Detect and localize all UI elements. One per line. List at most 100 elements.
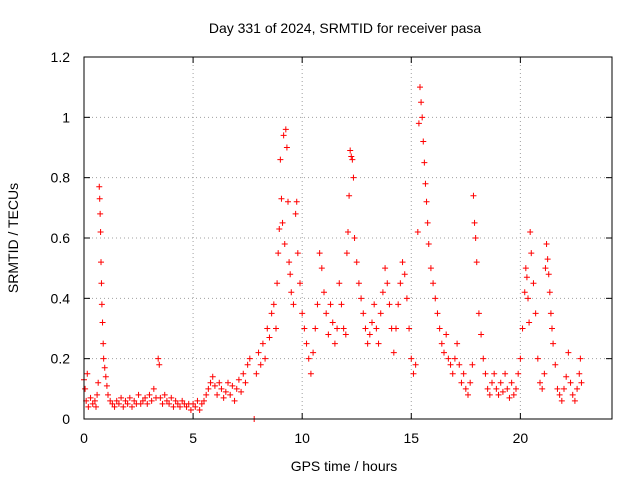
data-point (345, 228, 351, 235)
data-point (156, 361, 163, 368)
y-axis-label: SRMTID / TECUs (5, 183, 21, 293)
data-point (290, 301, 297, 308)
data-point (316, 250, 323, 257)
data-point (242, 379, 249, 386)
data-point (418, 99, 425, 106)
data-point (190, 400, 197, 407)
data-point (227, 391, 234, 398)
data-point (209, 373, 216, 380)
data-point (146, 391, 153, 398)
data-point (97, 210, 104, 217)
data-point (360, 310, 367, 317)
data-point (567, 379, 574, 386)
data-point (187, 406, 194, 413)
data-point (314, 301, 321, 308)
data-point (375, 340, 382, 347)
data-point (301, 325, 308, 332)
y-tick-label: 0.2 (51, 351, 71, 367)
data-point (220, 394, 227, 401)
data-point (469, 361, 476, 368)
data-point (170, 403, 177, 410)
data-point (537, 379, 543, 386)
data-point (438, 340, 445, 347)
data-point (550, 340, 557, 347)
data-point (105, 391, 111, 398)
data-point (382, 265, 389, 272)
data-point (430, 280, 437, 287)
data-point (358, 295, 365, 302)
data-point (547, 310, 554, 317)
data-point (554, 385, 561, 392)
data-point (473, 259, 480, 266)
data-point (364, 340, 371, 347)
data-point (403, 295, 410, 302)
data-point (424, 219, 431, 226)
data-point (107, 397, 114, 404)
data-point (578, 379, 585, 386)
data-point (543, 241, 550, 248)
data-points (81, 84, 585, 422)
data-point (270, 301, 277, 308)
data-point (441, 349, 447, 356)
data-point (515, 370, 522, 377)
data-point (98, 301, 105, 308)
data-point (491, 370, 498, 377)
data-point (401, 271, 408, 278)
data-point (277, 156, 284, 163)
data-point (454, 340, 461, 347)
data-point (423, 198, 430, 205)
data-point (192, 403, 199, 410)
data-point (472, 235, 479, 241)
data-point (135, 391, 142, 398)
data-point (131, 397, 138, 404)
data-point (264, 325, 271, 332)
data-point (410, 370, 417, 377)
data-point (122, 397, 129, 404)
data-point (274, 280, 281, 287)
chart-title: Day 331 of 2024, SRMTID for receiver pas… (209, 20, 482, 36)
data-point (323, 310, 330, 317)
data-point (534, 355, 541, 362)
data-point (417, 84, 423, 91)
data-point (432, 295, 439, 302)
data-point (443, 331, 450, 338)
data-point (384, 280, 391, 287)
data-point (576, 370, 583, 377)
data-point (508, 379, 515, 386)
data-point (196, 406, 203, 413)
data-point (456, 361, 463, 368)
data-point (231, 397, 238, 404)
data-point (201, 397, 207, 404)
data-point (346, 192, 353, 199)
data-point (462, 385, 469, 392)
data-point (342, 331, 349, 338)
data-point (527, 228, 534, 235)
data-point (421, 159, 428, 166)
x-tick-label: 10 (294, 430, 310, 446)
data-point (351, 235, 358, 241)
data-point (179, 397, 186, 404)
data-point (240, 370, 247, 377)
data-point (504, 385, 511, 392)
data-point (521, 289, 528, 296)
data-point (552, 361, 559, 368)
data-point (144, 400, 151, 407)
data-point (218, 385, 225, 392)
y-tick-label: 0 (62, 411, 70, 427)
data-point (545, 271, 552, 278)
data-point (262, 355, 269, 362)
data-point (273, 325, 279, 332)
data-point (486, 391, 493, 398)
data-point (137, 400, 144, 407)
data-point (414, 228, 421, 235)
data-point (523, 274, 530, 281)
data-point (525, 295, 531, 302)
data-point (235, 376, 242, 383)
data-point (565, 349, 572, 356)
data-point (577, 355, 584, 362)
data-point (161, 391, 168, 398)
data-point (222, 388, 229, 395)
data-point (148, 397, 155, 404)
data-point (299, 310, 306, 317)
data-point (157, 394, 164, 401)
